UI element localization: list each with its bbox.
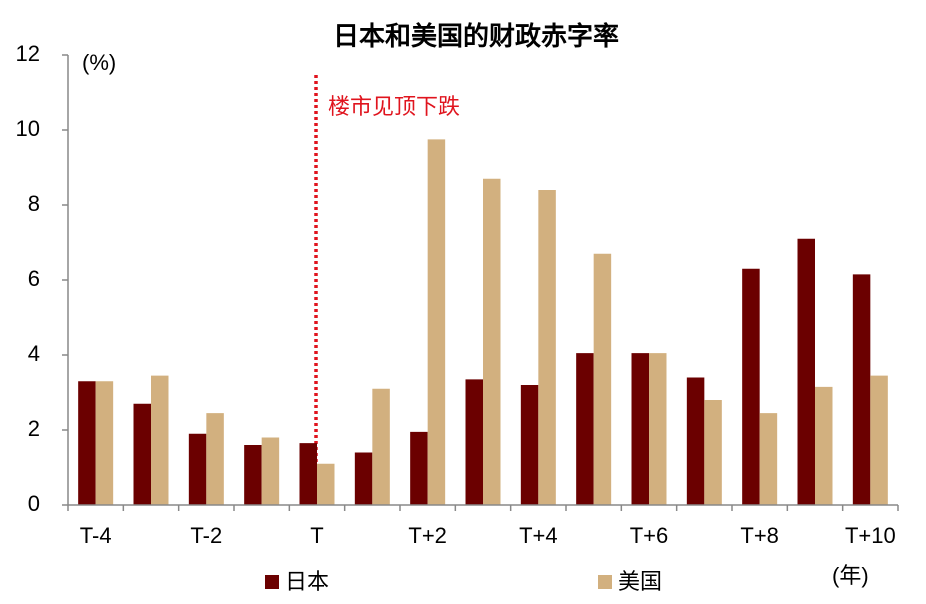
legend-swatch xyxy=(265,575,279,589)
bar xyxy=(261,437,280,505)
x-unit-label: (年) xyxy=(832,563,869,588)
bar xyxy=(95,381,114,505)
bar xyxy=(870,375,888,505)
y-tick-label: 0 xyxy=(28,491,40,516)
bar xyxy=(483,178,501,505)
legend-swatch xyxy=(598,575,612,589)
bar xyxy=(852,274,871,505)
bar xyxy=(742,268,760,505)
bar xyxy=(78,381,96,505)
bar xyxy=(427,139,446,505)
bar xyxy=(317,463,335,505)
x-tick-label: T+4 xyxy=(519,523,558,548)
bar xyxy=(576,353,594,505)
bar xyxy=(759,413,778,505)
bar xyxy=(354,452,373,505)
bar xyxy=(815,386,833,505)
annotation: 楼市见顶下跌 xyxy=(328,94,460,119)
y-tick-label: 2 xyxy=(28,416,40,441)
chart-title: 日本和美国的财政赤字率 xyxy=(333,21,619,51)
bar xyxy=(797,238,815,505)
bar xyxy=(593,253,612,505)
x-tick-label: T+10 xyxy=(845,523,896,548)
x-tick-label: T xyxy=(310,523,323,548)
bar xyxy=(133,403,151,505)
legend-label: 美国 xyxy=(618,569,662,594)
bar xyxy=(686,377,705,505)
legend-label: 日本 xyxy=(285,569,329,594)
bar xyxy=(649,353,667,505)
bar xyxy=(410,431,428,505)
bar xyxy=(244,445,262,505)
x-tick-label: T+6 xyxy=(630,523,669,548)
bar xyxy=(151,375,169,505)
bar xyxy=(520,385,539,505)
bar xyxy=(299,443,317,505)
y-tick-label: 4 xyxy=(28,341,40,366)
bar xyxy=(206,413,224,505)
bar xyxy=(465,379,483,505)
x-tick-label: T+2 xyxy=(408,523,447,548)
bar xyxy=(372,388,390,505)
y-tick-label: 8 xyxy=(28,191,40,216)
y-tick-label: 10 xyxy=(16,116,40,141)
x-tick-label: T+8 xyxy=(740,523,779,548)
x-tick-label: T-2 xyxy=(190,523,222,548)
y-tick-label: 6 xyxy=(28,266,40,291)
bar xyxy=(538,190,556,505)
bar xyxy=(188,433,207,505)
bar xyxy=(631,353,649,505)
bar xyxy=(704,400,722,505)
x-tick-label: T-4 xyxy=(80,523,112,548)
y-tick-label: 12 xyxy=(16,41,40,66)
y-unit-label: (%) xyxy=(82,50,116,75)
